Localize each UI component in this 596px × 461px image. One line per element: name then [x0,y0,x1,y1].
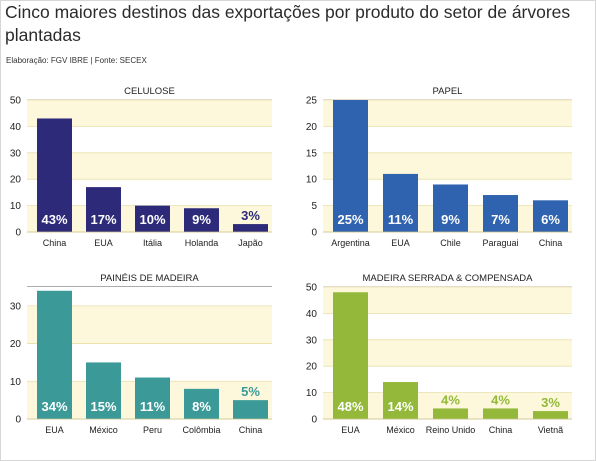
data-label: 43% [41,212,67,227]
y-tick-label: 30 [306,335,318,346]
chart-papel: PAPEL 0 5 10 15 20 25 25% Argentina 11% EUA 9% Chile… [306,86,572,248]
y-tick-label: 30 [10,301,22,312]
bar [233,400,268,419]
data-label: 17% [90,212,116,227]
data-label: 14% [387,399,413,414]
data-label: 25% [337,212,363,227]
y-tick-label: 50 [10,96,22,107]
chart-celulose: CELULOSE 0 10 20 30 40 50 43% China 17% EUA 10% Itál… [10,86,272,248]
data-label: 6% [541,212,560,227]
data-label: 4% [491,392,510,407]
category-label: Argentina [331,238,370,248]
y-tick-label: 10 [10,377,22,388]
category-label: Holanda [185,238,219,248]
y-tick-label: 20 [10,175,22,186]
category-label: China [239,425,263,435]
chart-title: PAINÉIS DE MADEIRA [100,273,199,284]
category-label: EUA [45,425,64,435]
data-label: 34% [41,399,67,414]
source-credit: Elaboração: FGV IBRE | Fonte: SECEX [6,56,147,65]
data-label: 11% [140,399,166,414]
chart-madeira-serrada: MADEIRA SERRADA & COMPENSADA 0 10 20 30 40 50 4… [306,273,572,435]
bar [37,290,72,419]
y-tick-label: 10 [306,388,318,399]
bar [483,408,518,419]
data-label: 4% [441,392,460,407]
category-label: EUA [391,238,410,248]
y-tick-label: 15 [306,148,318,159]
bar [333,100,368,232]
page-title: Cinco maiores destinos das exportações p… [5,2,571,45]
y-tick-label: 0 [311,415,317,426]
y-tick-label: 0 [311,228,317,239]
category-label: México [89,425,118,435]
bar [37,118,72,232]
category-label: China [539,238,563,248]
y-tick-label: 20 [306,362,318,373]
category-label: China [489,425,513,435]
y-tick-label: 0 [15,415,21,426]
bar [433,408,468,419]
category-label: Chile [440,238,461,248]
chart-title: CELULOSE [124,86,175,97]
data-label: 15% [90,399,116,414]
y-tick-label: 30 [10,148,22,159]
category-label: Reino Unido [426,425,476,435]
bar [135,205,170,232]
category-label: Paraguai [482,238,518,248]
data-label: 9% [192,212,211,227]
category-label: Peru [143,425,162,435]
category-label: EUA [341,425,360,435]
category-label: Itália [143,238,162,248]
chart-paineis-de-madeira: PAINÉIS DE MADEIRA 0 10 20 30 34% EUA 15% México… [10,273,272,435]
category-label: México [386,425,415,435]
y-tick-label: 10 [10,201,22,212]
y-tick-label: 20 [10,339,22,350]
bar [135,377,170,419]
chart-title: MADEIRA SERRADA & COMPENSADA [363,273,534,284]
data-label: 5% [241,384,260,399]
bar [184,208,219,232]
bar [383,382,418,419]
y-tick-label: 0 [15,228,21,239]
y-tick-label: 20 [306,122,318,133]
bar [533,200,568,232]
bar [333,292,368,419]
y-tick-label: 5 [311,201,317,212]
bar [184,388,219,419]
data-label: 48% [337,399,363,414]
bar [86,187,121,232]
bar [383,173,418,232]
bar [483,195,518,232]
data-label: 9% [441,212,460,227]
bar [433,184,468,232]
y-tick-label: 40 [10,122,22,133]
data-label: 8% [192,399,211,414]
data-label: 7% [491,212,510,227]
grid-band [27,287,272,306]
bar [86,362,121,419]
category-label: Colômbia [182,425,220,435]
data-label: 11% [388,212,414,227]
category-label: Japão [238,238,263,248]
y-tick-label: 25 [306,96,318,107]
data-label: 3% [241,208,260,223]
category-label: Vietnã [538,425,563,435]
category-label: EUA [94,238,113,248]
data-label: 10% [139,212,165,227]
bar [533,411,568,419]
y-tick-label: 10 [306,175,318,186]
category-label: China [43,238,67,248]
bar [233,224,268,232]
y-tick-label: 50 [306,283,318,294]
y-tick-label: 40 [306,309,318,320]
data-label: 3% [541,395,560,410]
chart-title: PAPEL [433,86,463,97]
